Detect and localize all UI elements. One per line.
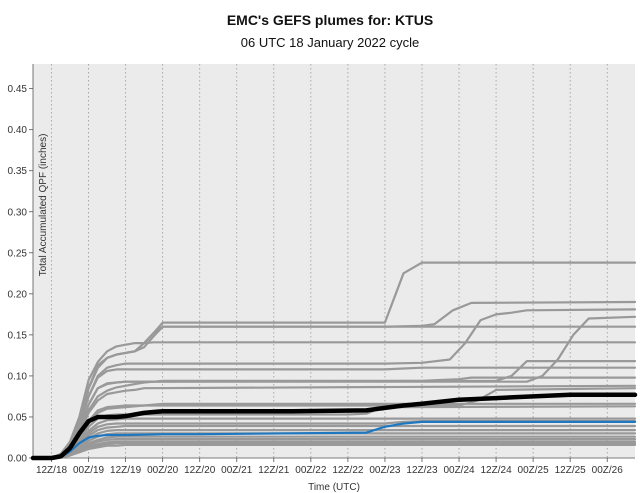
ensemble-mean-line (30, 392, 638, 461)
x-tick-label: 12Z/19 (110, 465, 142, 476)
y-tick-label: 0.15 (8, 330, 28, 341)
x-axis-label: Time (UTC) (308, 482, 360, 493)
y-tick-label: 0.30 (8, 207, 28, 218)
x-tick-label: 12Z/23 (406, 465, 438, 476)
x-tick-label: 00Z/25 (518, 465, 550, 476)
chart-title: EMC's GEFS plumes for: KTUS (227, 12, 433, 28)
x-tick-label: 00Z/22 (295, 465, 327, 476)
y-axis-label: Total Accumulated QPF (inches) (38, 134, 49, 277)
x-tick-label: 12Z/25 (555, 465, 587, 476)
y-tick-label: 0.25 (8, 248, 28, 259)
y-tick-label: 0.40 (8, 125, 28, 136)
x-tick-label: 12Z/20 (184, 465, 216, 476)
x-tick-label: 00Z/23 (369, 465, 401, 476)
y-tick-label: 0.10 (8, 371, 28, 382)
plot-area (33, 64, 635, 458)
x-tick-label: 00Z/19 (73, 465, 105, 476)
x-axis-ticks: 12Z/18 00Z/19 12Z/19 00Z/20 12Z/20 00Z/21 12Z/… (33, 457, 635, 476)
x-tick-label: 00Z/21 (221, 465, 253, 476)
chart-subtitle: 06 UTC 18 January 2022 cycle (241, 35, 419, 50)
x-tick-label: 00Z/24 (443, 465, 475, 476)
y-tick-label: 0.35 (8, 166, 28, 177)
x-tick-label: 00Z/26 (592, 465, 624, 476)
series-lines (30, 261, 638, 461)
y-tick-label: 0.45 (8, 84, 28, 95)
y-tick-label: 0.20 (8, 289, 28, 300)
x-tick-label: 12Z/22 (332, 465, 364, 476)
x-tick-label: 12Z/24 (481, 465, 513, 476)
x-tick-label: 12Z/18 (36, 465, 68, 476)
y-tick-label: 0.00 (8, 454, 28, 465)
x-tick-label: 12Z/21 (258, 465, 290, 476)
x-tick-label: 00Z/20 (147, 465, 179, 476)
y-tick-label: 0.05 (8, 412, 28, 423)
y-axis-ticks: 0.00 0.05 0.10 0.15 0.20 0.25 0.30 0.35 0.40 0.45 (8, 64, 34, 465)
